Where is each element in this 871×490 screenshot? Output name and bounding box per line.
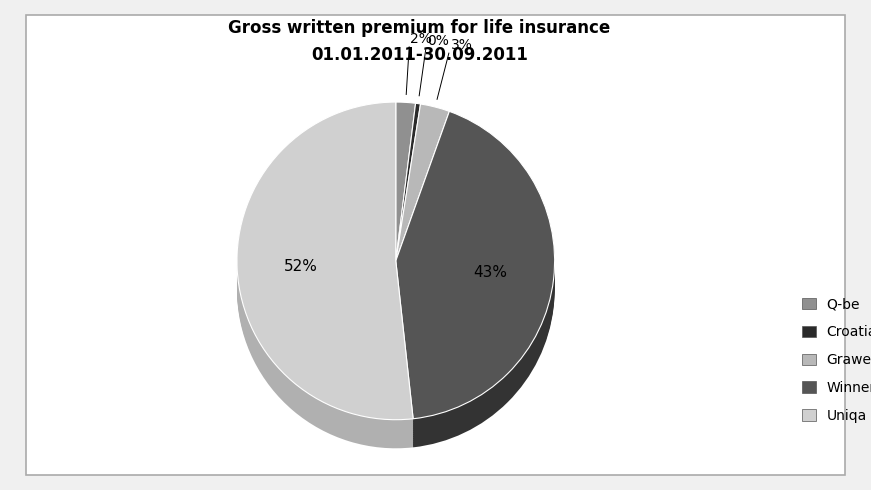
Wedge shape [237,129,413,446]
Wedge shape [395,123,415,282]
Legend: Q-be, Croatia, Grawe, Winner, Uniqa: Q-be, Croatia, Grawe, Winner, Uniqa [801,297,871,423]
Wedge shape [237,108,413,425]
Wedge shape [395,104,449,261]
Text: 0%: 0% [427,34,449,48]
Wedge shape [395,105,421,263]
Wedge shape [237,119,413,437]
Wedge shape [395,119,555,426]
Wedge shape [395,126,421,284]
Wedge shape [395,113,421,270]
Wedge shape [395,123,449,280]
Wedge shape [395,122,421,280]
Wedge shape [395,104,415,263]
Wedge shape [395,126,555,434]
Wedge shape [395,119,421,276]
Wedge shape [395,124,555,432]
Text: 43%: 43% [474,265,508,279]
Wedge shape [395,127,415,286]
Wedge shape [395,110,415,269]
Wedge shape [237,131,413,448]
Wedge shape [237,121,413,439]
Wedge shape [395,114,415,272]
Wedge shape [237,123,413,441]
Wedge shape [237,116,413,433]
Wedge shape [395,131,415,290]
Wedge shape [395,132,555,440]
Wedge shape [395,130,421,288]
Wedge shape [395,115,421,272]
Text: 2%: 2% [409,32,431,46]
Wedge shape [395,117,421,274]
Wedge shape [395,111,421,269]
Wedge shape [395,138,555,445]
Wedge shape [395,121,421,278]
Wedge shape [395,121,449,278]
Wedge shape [395,127,449,284]
Wedge shape [237,104,413,421]
Wedge shape [395,128,555,436]
Wedge shape [395,130,555,438]
Wedge shape [395,119,449,276]
Wedge shape [395,128,421,286]
Wedge shape [395,131,449,288]
Wedge shape [395,113,555,421]
Wedge shape [395,107,421,265]
Wedge shape [237,110,413,427]
Text: 01.01.2011-30.09.2011: 01.01.2011-30.09.2011 [311,47,528,65]
Text: Gross written premium for life insurance: Gross written premium for life insurance [228,20,611,37]
Wedge shape [237,114,413,431]
Wedge shape [395,121,555,428]
Text: 52%: 52% [284,259,318,273]
Wedge shape [395,132,421,290]
Wedge shape [237,117,413,435]
Wedge shape [237,102,413,420]
Wedge shape [395,124,421,282]
Wedge shape [395,133,449,290]
Wedge shape [395,129,449,286]
Wedge shape [395,129,415,288]
Wedge shape [237,127,413,444]
Wedge shape [395,106,449,263]
Wedge shape [395,116,449,272]
Wedge shape [395,102,415,261]
Wedge shape [395,119,415,278]
Text: 3%: 3% [451,38,473,52]
Wedge shape [395,121,415,280]
Wedge shape [395,106,415,265]
Wedge shape [395,123,555,430]
Wedge shape [395,115,555,422]
Wedge shape [395,117,555,424]
Wedge shape [395,108,415,267]
Wedge shape [395,134,555,441]
Wedge shape [395,125,415,284]
Wedge shape [395,110,449,267]
Wedge shape [395,125,449,282]
Wedge shape [395,136,555,443]
Wedge shape [395,111,555,419]
Wedge shape [237,125,413,442]
Wedge shape [395,112,449,269]
Wedge shape [395,103,421,261]
Wedge shape [395,112,415,270]
Wedge shape [395,108,449,265]
Wedge shape [395,117,449,274]
Wedge shape [395,117,415,276]
Wedge shape [395,116,415,274]
Wedge shape [237,112,413,429]
Wedge shape [395,109,421,267]
Wedge shape [395,140,555,447]
Wedge shape [395,114,449,270]
Wedge shape [237,106,413,423]
